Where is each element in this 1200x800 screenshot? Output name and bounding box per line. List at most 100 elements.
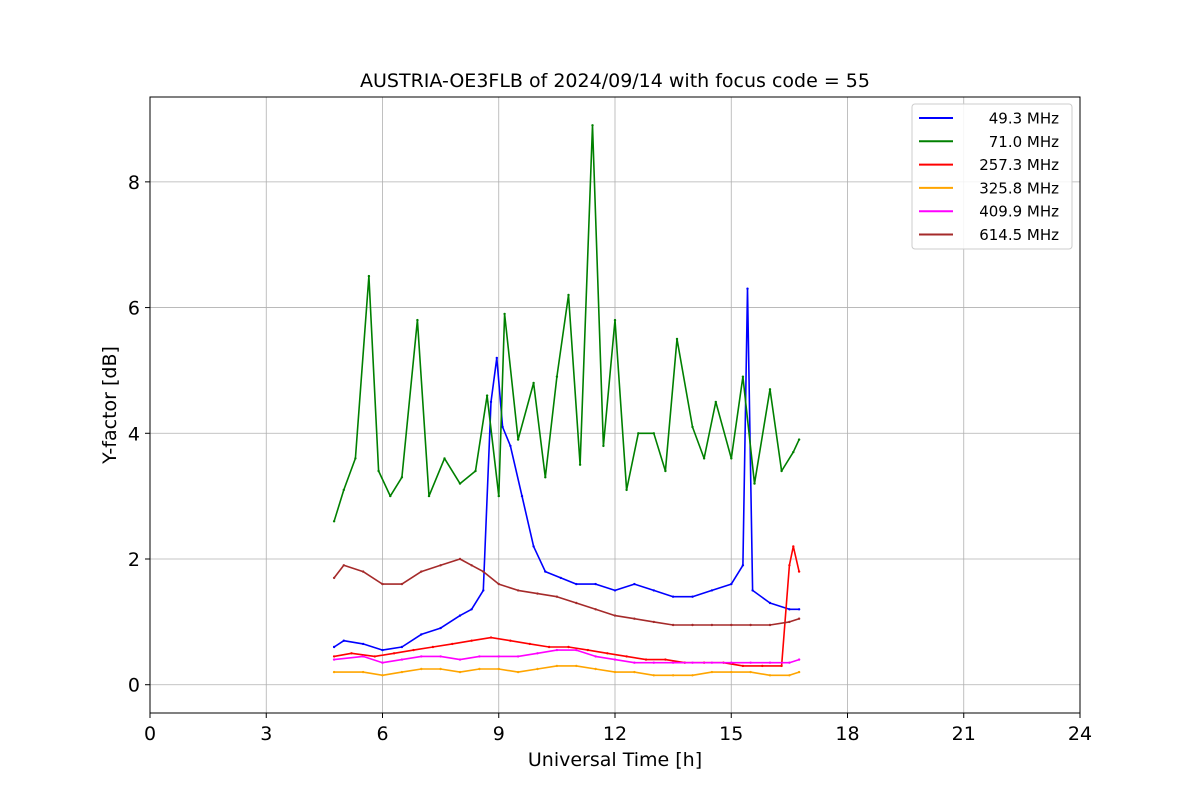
data-point — [377, 469, 380, 473]
data-point — [555, 595, 559, 598]
data-point — [536, 667, 539, 671]
data-point — [575, 648, 578, 652]
data-point — [559, 576, 562, 580]
data-point — [633, 670, 636, 674]
x-axis-ticks: 0 3 6 9 12 15 18 21 24 — [144, 713, 1092, 745]
data-point — [520, 494, 524, 498]
data-point — [373, 655, 376, 658]
data-point — [470, 608, 473, 611]
data-point — [652, 661, 655, 664]
data-point — [575, 582, 578, 586]
data-point — [594, 582, 597, 586]
data-point — [633, 617, 636, 620]
legend-label: 257.3 MHz — [979, 156, 1059, 174]
x-tick-label: 9 — [493, 723, 505, 745]
data-point — [606, 652, 609, 655]
data-point — [751, 589, 754, 592]
data-point — [788, 674, 791, 677]
data-point — [350, 652, 353, 655]
legend-label: 409.9 MHz — [979, 203, 1059, 221]
data-point — [664, 469, 667, 473]
data-point — [788, 661, 791, 664]
data-point — [458, 557, 462, 561]
data-point — [741, 664, 745, 668]
data-point — [458, 482, 462, 485]
data-point — [474, 469, 477, 473]
data-point — [458, 614, 462, 617]
data-point — [768, 623, 772, 627]
data-point — [381, 661, 384, 664]
data-point — [439, 655, 442, 658]
data-point — [489, 400, 493, 404]
data-point — [594, 608, 597, 611]
data-point — [497, 655, 500, 658]
data-point — [342, 564, 345, 567]
y-axis-ticks: 0 2 4 6 8 — [128, 172, 150, 697]
data-point — [780, 664, 783, 668]
data-point — [361, 642, 365, 646]
legend-box — [911, 103, 1073, 250]
legend-label: 49.3 MHz — [984, 110, 1059, 128]
data-point — [741, 375, 745, 378]
data-point — [332, 576, 336, 580]
data-point — [768, 674, 772, 677]
data-point — [637, 432, 640, 435]
y-tick-label: 6 — [128, 298, 140, 320]
chart-title: AUSTRIA-OE3FLB of 2024/09/14 with focus … — [360, 70, 870, 92]
x-tick-label: 12 — [603, 723, 627, 745]
data-point — [625, 488, 628, 492]
data-point — [400, 670, 404, 674]
legend-items: 49.3 MHz 71.0 MHz 257.3 MHz 325.8 MHz 409.9… — [919, 110, 1059, 244]
x-axis-label: Universal Time [h] — [528, 749, 702, 771]
data-point — [400, 582, 404, 586]
data-point — [780, 469, 783, 473]
data-point — [671, 623, 675, 627]
data-point — [497, 667, 500, 671]
data-point — [439, 667, 442, 671]
data-point — [420, 633, 423, 636]
data-point — [567, 645, 570, 649]
x-tick-label: 6 — [376, 723, 388, 745]
data-point — [633, 582, 636, 586]
data-point — [439, 564, 442, 567]
data-point — [691, 661, 694, 664]
data-point — [652, 620, 655, 624]
data-point — [332, 655, 336, 658]
data-point — [613, 658, 617, 661]
data-point — [797, 670, 801, 674]
data-point — [749, 661, 752, 664]
data-point — [788, 620, 791, 624]
data-point — [431, 645, 435, 649]
data-point — [389, 494, 392, 498]
data-point — [575, 601, 578, 605]
data-point — [470, 564, 473, 567]
data-point — [664, 658, 667, 661]
data-point — [400, 645, 404, 649]
data-point — [797, 438, 801, 441]
data-point — [532, 545, 535, 548]
data-point — [613, 589, 617, 592]
data-point — [691, 425, 694, 429]
data-point — [501, 425, 504, 429]
x-tick-label: 24 — [1068, 723, 1092, 745]
data-point — [652, 432, 655, 435]
data-point — [591, 124, 594, 127]
data-point — [516, 670, 520, 674]
data-point — [671, 661, 675, 664]
data-point — [497, 582, 500, 586]
data-point — [797, 617, 801, 620]
data-point — [489, 636, 493, 639]
data-point — [485, 394, 489, 397]
data-point — [768, 388, 772, 391]
data-point — [730, 670, 733, 674]
data-point — [710, 589, 714, 592]
data-point — [792, 545, 795, 548]
data-point — [381, 674, 384, 677]
data-point — [749, 623, 752, 627]
data-point — [710, 661, 714, 664]
data-point — [671, 674, 675, 677]
data-point — [575, 664, 578, 668]
x-tick-label: 15 — [719, 723, 743, 745]
data-point — [458, 670, 462, 674]
data-point — [730, 582, 733, 586]
